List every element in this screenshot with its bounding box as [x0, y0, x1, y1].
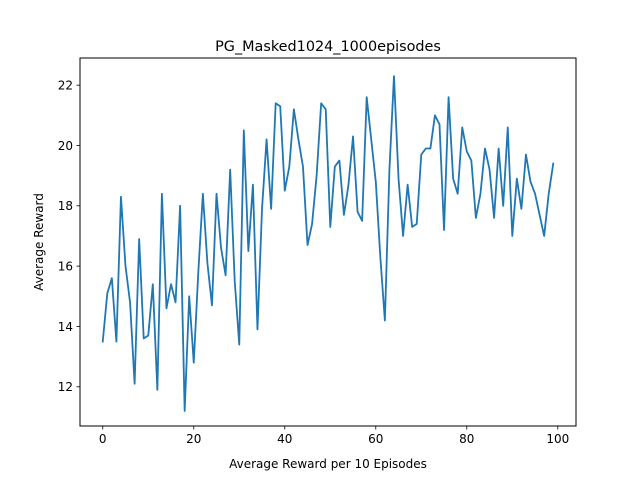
x-axis: 0 20 40 60 80 100	[99, 426, 569, 446]
axes-frame	[79, 57, 577, 427]
y-axis: 12 14 16 18 20 22	[58, 78, 80, 394]
x-tick-label: 20	[186, 432, 201, 446]
y-axis-label: Average Reward	[32, 193, 46, 291]
plot-area	[101, 75, 555, 412]
x-tick-label: 0	[99, 432, 107, 446]
x-tick-label: 80	[459, 432, 474, 446]
chart-title: PG_Masked1024_1000episodes	[215, 39, 441, 55]
y-tick-label: 22	[58, 78, 73, 92]
y-tick-label: 20	[58, 139, 73, 153]
x-axis-label: Average Reward per 10 Episodes	[229, 457, 427, 471]
x-tick-label: 100	[546, 432, 569, 446]
x-tick-label: 40	[277, 432, 292, 446]
series-line	[101, 75, 555, 412]
y-tick-label: 14	[58, 320, 73, 334]
y-tick-label: 18	[58, 199, 73, 213]
x-tick-label: 60	[368, 432, 383, 446]
y-tick-label: 12	[58, 380, 73, 394]
y-tick-label: 16	[58, 259, 73, 273]
